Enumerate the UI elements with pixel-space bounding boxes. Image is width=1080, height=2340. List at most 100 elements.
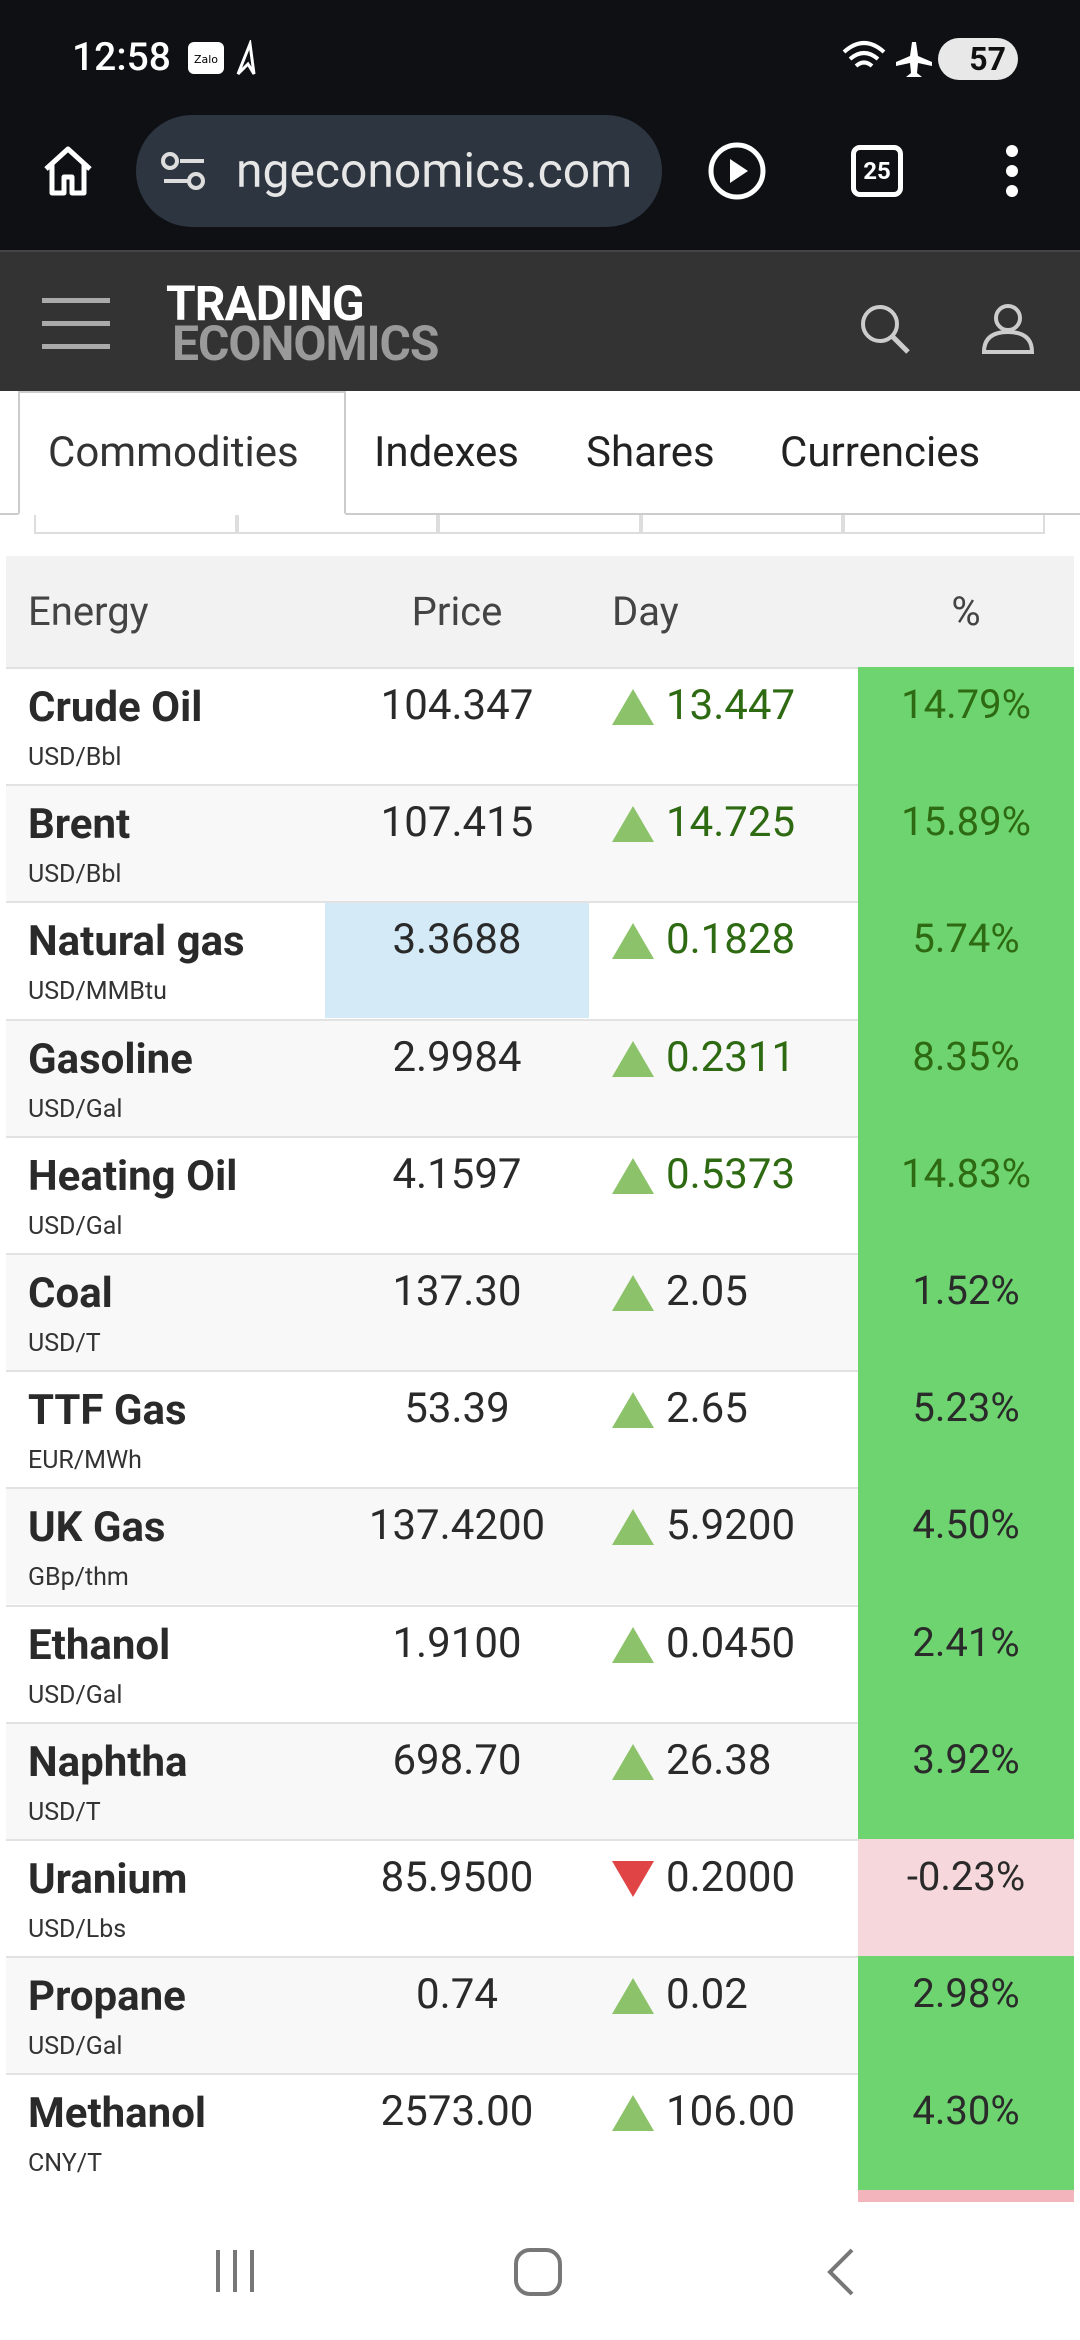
- subtab[interactable]: [34, 515, 237, 534]
- table-row[interactable]: Coal USD/T 137.30 2.05 1.52%: [6, 1253, 1074, 1372]
- day-change: 0.2311: [666, 1032, 796, 1082]
- percent-change: 8.35%: [858, 1018, 1074, 1138]
- tab[interactable]: Commodities: [48, 428, 299, 477]
- percent-change: 2.98%: [858, 1956, 1074, 2076]
- table-row[interactable]: Uranium USD/Lbs 85.9500 0.2000 -0.23%: [6, 1839, 1074, 1958]
- trend-arrow: [612, 1392, 654, 1429]
- table-row[interactable]: Gasoline USD/Gal 2.9984 0.2311 8.35%: [6, 1018, 1074, 1138]
- commodity-unit: USD/Lbs: [28, 1915, 127, 1944]
- commodity-unit: CNY/T: [28, 2149, 103, 2179]
- home-button[interactable]: [40, 143, 96, 199]
- table-row[interactable]: Propane USD/Gal 0.74 0.02 2.98%: [6, 1956, 1074, 2076]
- price: 0.74: [416, 1970, 498, 2020]
- percent-change: 5.74%: [858, 901, 1074, 1021]
- price: 4.1597: [392, 1149, 522, 1199]
- commodity-unit: USD/Gal: [28, 1211, 123, 1241]
- day-change: 0.0450: [666, 1618, 796, 1668]
- percent-change: 14.83%: [858, 1135, 1074, 1255]
- menu-button[interactable]: [998, 143, 1026, 199]
- network-icons: [842, 41, 932, 77]
- navigation-bar: [0, 2202, 1080, 2340]
- subtab[interactable]: [843, 515, 1045, 534]
- day-change: 5.9200: [666, 1501, 796, 1551]
- commodity-name: Crude Oil: [28, 683, 203, 732]
- trend-arrow: [612, 1509, 654, 1546]
- tab[interactable]: Currencies: [780, 428, 981, 477]
- trend-arrow: [612, 1978, 654, 2015]
- percent-change: 2.41%: [858, 1604, 1074, 1724]
- commodity-unit: USD/Gal: [28, 1094, 123, 1124]
- column-header: Day: [612, 588, 679, 635]
- price: 2573.00: [380, 2087, 534, 2137]
- commodity-name: Uranium: [28, 1855, 188, 1904]
- url-bar[interactable]: ngeconomics.com: [136, 115, 662, 227]
- table-row[interactable]: Ethanol USD/Gal 1.9100 0.0450 2.41%: [6, 1604, 1074, 1724]
- search-button[interactable]: [858, 302, 912, 356]
- commodity-name: Brent: [28, 800, 131, 850]
- home-nav-button[interactable]: [512, 2246, 564, 2298]
- table-row[interactable]: Natural gas USD/MMBtu 3.3688 0.1828 5.74%: [6, 901, 1074, 1021]
- tab-bar: Commodities Indexes Shares Currencies: [0, 391, 1080, 515]
- battery: 57: [938, 38, 1018, 80]
- percent-change: 15.89%: [858, 784, 1074, 904]
- svg-text:Zalo: Zalo: [194, 53, 218, 66]
- tab[interactable]: Indexes: [374, 428, 519, 477]
- day-change: 0.02: [666, 1970, 748, 2020]
- back-button[interactable]: [822, 2246, 858, 2298]
- tab[interactable]: Shares: [586, 428, 715, 477]
- commodity-unit: USD/T: [28, 1797, 101, 1827]
- price: 53.39: [404, 1384, 510, 1434]
- trend-arrow: [612, 1861, 654, 1897]
- day-change: 0.1828: [666, 915, 796, 965]
- table-row[interactable]: Methanol CNY/T 2573.00 106.00 4.30%: [6, 2073, 1074, 2193]
- price: 2.9984: [392, 1032, 522, 1082]
- trend-arrow: [612, 1743, 654, 1780]
- play-button[interactable]: [707, 141, 767, 201]
- hamburger-menu[interactable]: [42, 296, 110, 352]
- column-header: Price: [411, 588, 503, 635]
- subtab[interactable]: [641, 515, 843, 534]
- day-change: 0.2000: [666, 1853, 796, 1902]
- status-icons: Zalo: [188, 40, 256, 76]
- site-header: TRADING ECONOMICS: [0, 250, 1080, 391]
- column-header: Energy: [28, 588, 149, 635]
- table-row[interactable]: UK Gas GBp/thm 137.4200 5.9200 4.50%: [6, 1487, 1074, 1607]
- table-row[interactable]: Naphtha USD/T 698.70 26.38 3.92%: [6, 1721, 1074, 1841]
- logo-bottom[interactable]: ECONOMICS: [172, 315, 439, 372]
- commodity-unit: USD/Bbl: [28, 860, 122, 890]
- day-change: 26.38: [666, 1735, 772, 1785]
- price: 1.9100: [392, 1618, 522, 1668]
- logo-top[interactable]: TRADING: [166, 275, 365, 332]
- subtab[interactable]: [237, 515, 438, 534]
- site-settings-icon[interactable]: [160, 151, 208, 191]
- table-row[interactable]: TTF Gas EUR/MWh 53.39 2.65 5.23%: [6, 1370, 1074, 1490]
- trend-arrow: [612, 1626, 654, 1663]
- table-header: Energy Price Day %: [6, 556, 1074, 667]
- recent-apps-button[interactable]: [210, 2248, 260, 2294]
- trend-arrow: [612, 2095, 654, 2132]
- commodity-name: Coal: [28, 1269, 113, 1318]
- percent-change: 3.92%: [858, 1721, 1074, 1841]
- table-row[interactable]: Brent USD/Bbl 107.415 14.725 15.89%: [6, 784, 1074, 904]
- commodity-unit: USD/Gal: [28, 2032, 123, 2062]
- commodity-unit: USD/T: [28, 1329, 101, 1358]
- price: 107.415: [380, 798, 534, 848]
- url-text: ngeconomics.com: [236, 142, 633, 199]
- subtab[interactable]: [438, 515, 641, 534]
- table-row[interactable]: Heating Oil USD/Gal 4.1597 0.5373 14.83%: [6, 1135, 1074, 1255]
- percent-change: 1.52%: [858, 1253, 1074, 1372]
- table-row[interactable]: Crude Oil USD/Bbl 104.347 13.447 14.79%: [6, 667, 1074, 786]
- trend-arrow: [612, 1275, 654, 1311]
- price: 104.347: [380, 681, 534, 730]
- tab-count[interactable]: 25: [851, 145, 903, 197]
- price: 85.9500: [380, 1853, 534, 1902]
- day-change: 2.05: [666, 1267, 748, 1316]
- commodity-name: Gasoline: [28, 1034, 193, 1084]
- trend-arrow: [612, 689, 654, 725]
- day-change: 0.5373: [666, 1149, 796, 1199]
- commodity-name: Naphtha: [28, 1737, 188, 1787]
- active-tab-frame: [18, 391, 346, 515]
- percent-change: -0.23%: [858, 1839, 1074, 1958]
- account-button[interactable]: [980, 302, 1036, 356]
- price: 3.3688: [325, 903, 589, 1019]
